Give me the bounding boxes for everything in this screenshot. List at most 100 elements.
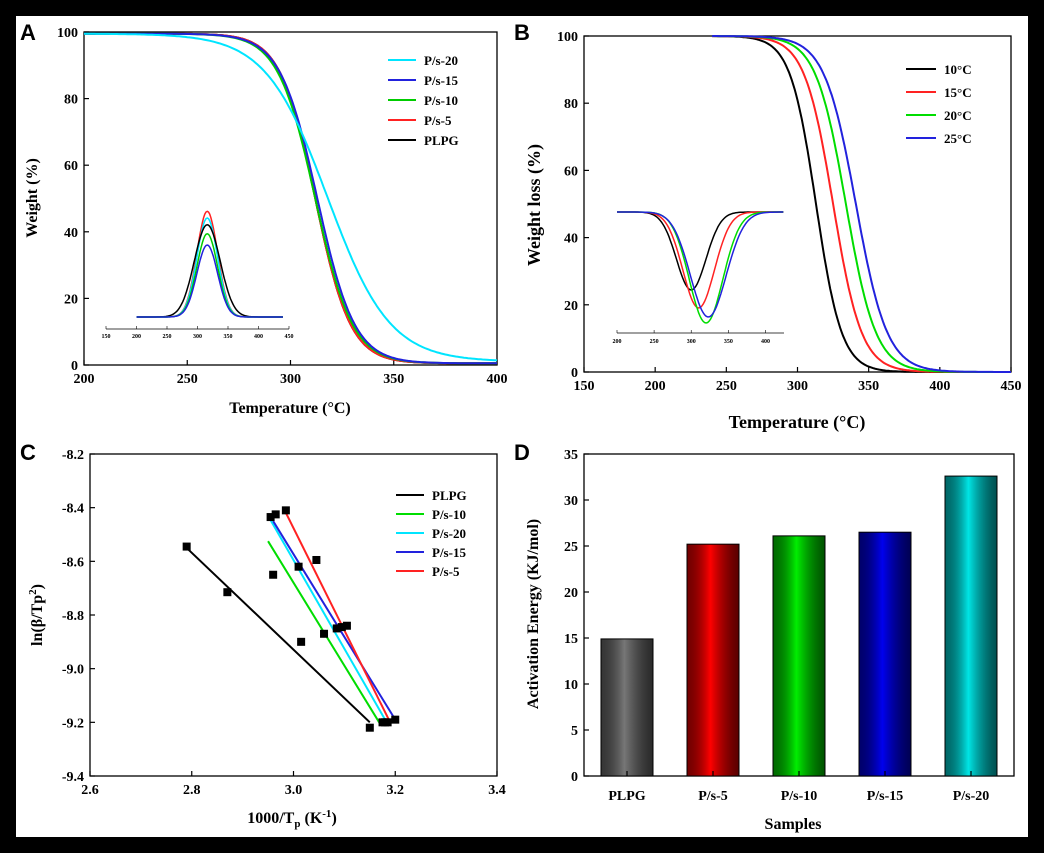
panel-c-x-tick-label: 2.6: [81, 783, 99, 798]
panel-c-y-label-sup: 2: [27, 589, 39, 595]
panel-c-data-point-p-s-20: [332, 624, 341, 633]
panel-c-data-point-p-s-15: [294, 562, 303, 571]
panel-a-y-tick-label: 80: [64, 93, 78, 108]
panel-a-inset-x-tick-label: 450: [285, 334, 294, 340]
panel-a-x-tick-label: 350: [383, 372, 404, 387]
panel-a-series-line-p-s-15: [84, 32, 497, 365]
panel-c-y-tick-label: -9.0: [62, 663, 84, 678]
panel-c-kissinger-chart: 2.6 2.8 3.0 3.2 3.4 -8.2 -8.4 -8.6 -8.8 -9.0 -9.2 -…: [27, 448, 506, 830]
panel-d-bar-p-s-5: [686, 543, 740, 777]
panel-b-x-tick-label: 250: [716, 379, 737, 394]
panel-a-x-label: Temperature (°C): [229, 400, 350, 417]
panel-d-y-tick-label: 20: [564, 586, 578, 601]
panel-b-tga-chart: 150 200 250 300 350 400 450 0 20 40 60 80 100 200 250…: [524, 30, 1022, 433]
panel-a-inset-x-tick-label: 150: [102, 334, 111, 340]
panel-a-y-label: Weight (%): [24, 158, 41, 238]
panel-c-data-point-p-s-5: [312, 555, 321, 564]
panel-c-data-point-p-s-5: [281, 506, 290, 515]
panel-d-y-tick-label: 15: [564, 632, 578, 647]
panel-b-inset-x-tick-label: 350: [724, 339, 733, 345]
panel-c-y-tick-label: -8.4: [62, 502, 84, 517]
panel-b-x-tick-label: 150: [574, 379, 595, 394]
panel-c-data-point-p-s-15: [337, 623, 346, 632]
panel-a-legend-label: PLPG: [424, 133, 459, 148]
panel-d-x-tick-label: P/s-20: [953, 789, 990, 804]
panel-d-bar-p-s-15: [858, 531, 912, 777]
panel-d-y-tick-label: 25: [564, 540, 578, 555]
panel-b-legend-label: 20°C: [944, 108, 972, 123]
panel-b-inset-x-tick-label: 250: [650, 339, 659, 345]
panel-c-legend-label: P/s-20: [432, 526, 466, 541]
panel-letter-d: D: [514, 440, 530, 465]
panel-b-inset-x-tick-label: 400: [761, 339, 770, 345]
panel-d-x-tick-label: P/s-10: [781, 789, 818, 804]
panel-c-legend-label: P/s-10: [432, 507, 466, 522]
panel-a-inset-x-tick-label: 350: [224, 334, 233, 340]
panel-c-y-label-close: ): [29, 584, 46, 589]
panel-a-legend-label: P/s-15: [424, 73, 458, 88]
panel-d-y-tick-label: 30: [564, 494, 578, 509]
panel-b-legend-label: 15°C: [944, 85, 972, 100]
panel-c-y-label: ln(β/Tp2): [27, 584, 46, 646]
panel-c-x-tick-label: 3.2: [387, 783, 405, 798]
panel-d-y-label: Activation Energy (KJ/mol): [525, 519, 542, 709]
panel-b-inset-x-tick-label: 200: [613, 339, 622, 345]
panel-c-y-tick-label: -8.8: [62, 609, 84, 624]
panel-c-x-label-main: 1000/T: [247, 810, 294, 827]
panel-b-inset-dip-25-c: [617, 211, 784, 318]
panel-c-fit-line-p-s-20: [267, 515, 386, 721]
panel-c-x-label-sub: p: [294, 818, 300, 830]
panel-d-bar-p-s-20: [944, 475, 998, 777]
panel-c-data-point-p-s-10: [320, 629, 329, 638]
panel-c-y-tick-label: -8.6: [62, 555, 84, 570]
panel-c-x-label-unit: (K: [300, 810, 322, 827]
panel-b-y-label: Weight loss (%): [524, 144, 545, 266]
panel-a-inset-x-tick-label: 200: [132, 334, 141, 340]
panel-c-fit-line-plpg: [185, 547, 371, 724]
panel-c-x-tick-label: 2.8: [183, 783, 201, 798]
panel-c-x-label-sup: -1: [322, 808, 331, 820]
panel-letter-a: A: [20, 20, 36, 45]
panel-b-y-tick-label: 60: [564, 164, 578, 179]
panel-letter-c: C: [20, 440, 36, 465]
panel-a-inset-x-tick-label: 250: [163, 334, 172, 340]
panel-a-y-tick-label: 40: [64, 226, 78, 241]
panel-d-activation-energy-chart: 0 5 10 15 20 25 30 35 PLPG P/s-5 P/s-10 P/s-15 P/s-…: [525, 448, 1015, 833]
panel-d-x-label: Samples: [765, 816, 822, 833]
panel-b-y-tick-label: 40: [564, 232, 578, 247]
panel-c-legend-label: P/s-15: [432, 545, 466, 560]
panel-c-x-tick-label: 3.4: [488, 783, 506, 798]
panel-b-y-tick-label: 20: [564, 299, 578, 314]
panel-c-x-label-close: ): [331, 810, 336, 827]
panel-a-inset-x-tick-label: 400: [254, 334, 263, 340]
panel-b-x-tick-label: 300: [787, 379, 808, 394]
panel-a-x-tick-label: 250: [177, 372, 198, 387]
panel-b-x-tick-label: 350: [858, 379, 879, 394]
panel-c-data-point-p-s-15: [391, 715, 400, 724]
panel-c-x-label: 1000/Tp (K-1): [247, 808, 337, 830]
panel-a-legend-label: P/s-10: [424, 93, 458, 108]
panel-c-fit-line-p-s-5: [282, 507, 392, 723]
panel-a-y-tick-label: 100: [57, 26, 78, 41]
panel-c-legend-label: P/s-5: [432, 564, 460, 579]
panel-a-inset-peak-p-s-15: [136, 244, 283, 318]
panel-d-bar-plpg: [600, 638, 654, 777]
panel-b-x-label: Temperature (°C): [729, 412, 866, 433]
panel-c-data-point-p-s-20: [266, 513, 275, 522]
panel-c-x-tick-label: 3.0: [285, 783, 303, 798]
panel-c-data-point-plpg: [182, 542, 191, 551]
panel-d-x-tick-label: P/s-5: [698, 789, 728, 804]
panel-b-y-tick-label: 0: [571, 366, 578, 381]
panel-c-data-point-plpg: [297, 637, 306, 646]
panel-c-data-point-plpg: [365, 723, 374, 732]
panel-b-x-tick-label: 400: [929, 379, 950, 394]
panel-d-y-tick-label: 10: [564, 678, 578, 693]
panel-a-y-tick-label: 20: [64, 292, 78, 307]
panel-c-data-point-p-s-5: [383, 718, 392, 727]
panel-b-y-tick-label: 100: [557, 30, 578, 45]
panel-b-legend-label: 10°C: [944, 62, 972, 77]
panel-d-x-tick-label: P/s-15: [867, 789, 904, 804]
panel-c-y-label-main: ln(β/Tp: [29, 595, 46, 646]
panel-b-legend-label: 25°C: [944, 131, 972, 146]
